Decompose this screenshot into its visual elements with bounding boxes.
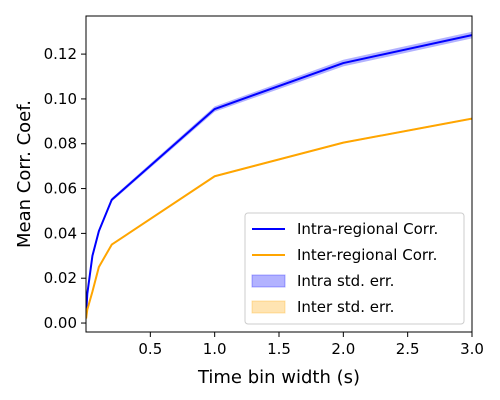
y-tick-label: 0.08: [44, 135, 77, 153]
legend-label: Intra-regional Corr.: [297, 220, 438, 238]
series-lines: [86, 34, 472, 319]
x-axis-label: Time bin width (s): [197, 367, 360, 388]
legend-label: Inter-regional Corr.: [297, 246, 437, 264]
y-tick-label: 0.00: [44, 314, 77, 332]
y-axis: 0.00 0.02 0.04 0.06 0.08 0.10 0.12: [44, 45, 86, 332]
y-tick-label: 0.04: [44, 224, 77, 242]
x-axis: 0.5 1.0 1.5 2.0 2.5 3.0: [138, 332, 484, 358]
legend-band-swatch: [251, 274, 286, 288]
legend-items: Intra-regional Corr. Inter-regional Corr.…: [251, 220, 438, 316]
x-tick-label: 1.0: [203, 340, 227, 358]
y-tick-label: 0.12: [44, 45, 77, 63]
x-tick-label: 0.5: [138, 340, 162, 358]
band-0: [86, 31, 472, 316]
legend-band-swatch: [251, 300, 286, 314]
x-tick-label: 1.5: [267, 340, 291, 358]
legend-box: [244, 212, 465, 325]
std-err-bands: [86, 31, 472, 319]
y-axis-label: Mean Corr. Coef.: [14, 100, 35, 248]
legend: Intra-regional Corr. Inter-regional Corr.…: [244, 212, 465, 325]
x-tick-label: 3.0: [460, 340, 484, 358]
x-tick-label: 2.0: [331, 340, 355, 358]
series-line-0: [86, 34, 472, 315]
x-tick-label: 2.5: [396, 340, 420, 358]
y-tick-label: 0.06: [44, 180, 77, 198]
legend-label: Intra std. err.: [297, 272, 394, 290]
y-tick-label: 0.02: [44, 269, 77, 287]
legend-label: Inter std. err.: [297, 298, 394, 316]
series-line-1: [86, 117, 472, 319]
y-tick-label: 0.10: [44, 90, 77, 108]
